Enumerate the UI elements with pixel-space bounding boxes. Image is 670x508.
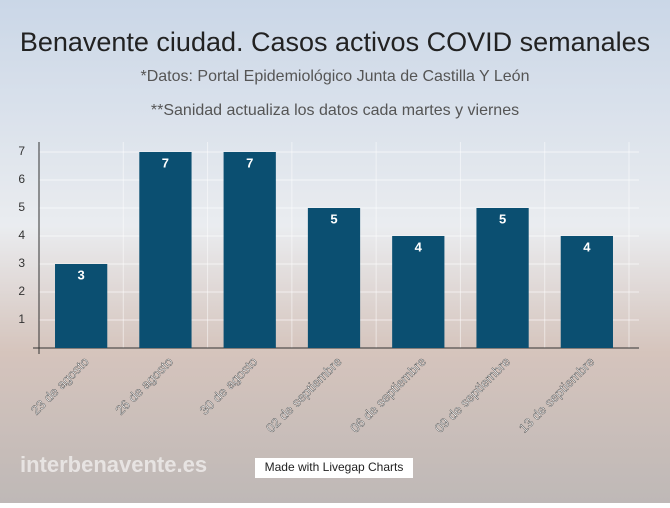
subtitle: *Datos: Portal Epidemiológico Junta de C… — [141, 68, 530, 85]
value-label: 7 — [162, 155, 169, 170]
y-tick-label: 1 — [18, 312, 25, 326]
bar — [307, 208, 361, 348]
chart-title: Benavente ciudad. Casos activos COVID se… — [20, 27, 650, 57]
value-label: 4 — [583, 239, 591, 254]
bar — [476, 208, 529, 348]
value-label: 5 — [330, 211, 337, 226]
y-tick-label: 3 — [18, 256, 25, 270]
footer: Made with Livegap Charts — [265, 460, 404, 474]
bar — [560, 236, 613, 348]
y-tick-label: 2 — [18, 284, 25, 298]
bar — [55, 264, 108, 348]
y-tick-label: 4 — [18, 228, 25, 242]
footer-box — [255, 458, 413, 478]
bar — [392, 236, 445, 348]
value-label: 4 — [415, 239, 423, 254]
y-tick-label: 6 — [18, 172, 25, 186]
y-tick-label: 7 — [18, 144, 25, 158]
subtitle: **Sanidad actualiza los datos cada marte… — [151, 102, 519, 119]
y-tick-label: 5 — [18, 200, 25, 214]
bar — [223, 152, 276, 348]
value-label: 7 — [246, 155, 253, 170]
watermark: interbenavente.es — [20, 452, 207, 477]
bar — [139, 152, 192, 348]
value-label: 5 — [499, 211, 506, 226]
value-label: 3 — [78, 267, 85, 282]
